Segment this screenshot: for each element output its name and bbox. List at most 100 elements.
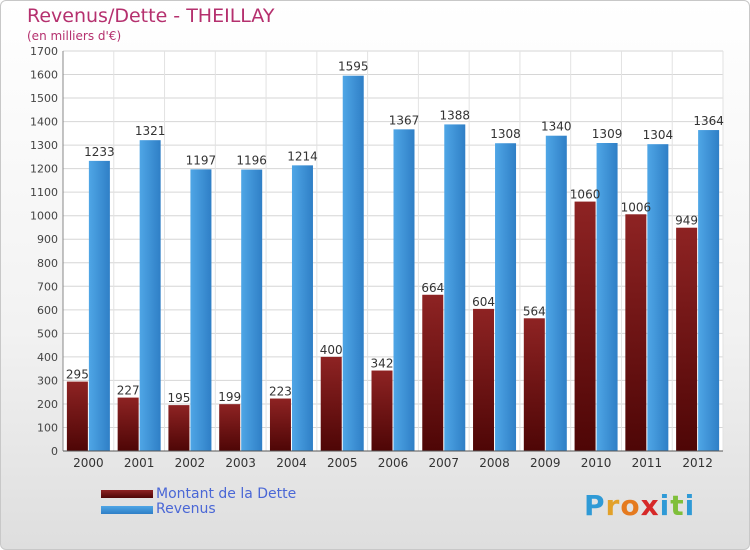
bar-revenue-2008 — [495, 143, 517, 451]
value-label-revenue-2002: 1197 — [186, 153, 217, 167]
value-label-revenue-2011: 1304 — [643, 128, 674, 142]
plot-area — [63, 51, 723, 451]
value-label-revenue-2010: 1309 — [592, 127, 623, 141]
x-tick-label-2005: 2005 — [327, 456, 358, 470]
value-label-debt-2012: 949 — [675, 214, 698, 228]
y-tick-label: 1400 — [30, 116, 58, 129]
value-label-debt-2001: 227 — [117, 384, 140, 398]
chart-subtitle: (en milliers d'€) — [27, 29, 122, 43]
value-labels: 295 1233 227 1321 195 1197 199 1196 223 1214 400 15… — [66, 60, 724, 405]
bar-debt-2011 — [625, 214, 647, 451]
bar-debt-2004 — [269, 398, 291, 451]
bar-debt-2005 — [320, 356, 342, 451]
bar-debt-2008 — [473, 308, 495, 451]
grid — [62, 50, 724, 452]
x-tick-label-2011: 2011 — [632, 456, 663, 470]
value-label-revenue-2012: 1364 — [693, 114, 724, 128]
y-tick-label: 400 — [37, 351, 58, 364]
x-tick-label-2000: 2000 — [73, 456, 104, 470]
y-tick-label: 200 — [37, 398, 58, 411]
x-tick-label-2007: 2007 — [428, 456, 459, 470]
bar-debt-2007 — [422, 294, 444, 451]
logo-letter: i — [659, 489, 671, 522]
value-label-debt-2000: 295 — [66, 368, 89, 382]
legend-swatch-revenue — [101, 506, 153, 514]
proxiti-logo: Proxiti — [584, 489, 695, 522]
value-label-debt-2011: 1006 — [621, 200, 652, 214]
logo-letter: t — [670, 489, 685, 522]
value-label-revenue-2009: 1340 — [541, 120, 572, 134]
x-tick-label-2003: 2003 — [225, 456, 256, 470]
bar-revenue-2009 — [545, 135, 567, 452]
y-tick-label: 1600 — [30, 69, 58, 82]
bar-revenue-2004 — [291, 165, 313, 451]
x-tick-label-2009: 2009 — [530, 456, 561, 470]
logo-letter: i — [684, 489, 696, 522]
x-tick-label-2002: 2002 — [175, 456, 206, 470]
bars — [66, 75, 720, 452]
value-label-revenue-2000: 1233 — [84, 145, 115, 159]
bar-revenue-2003 — [241, 169, 263, 451]
bar-debt-2001 — [117, 397, 139, 451]
x-tick-label-2008: 2008 — [479, 456, 510, 470]
x-tick-label-2001: 2001 — [124, 456, 155, 470]
value-label-debt-2006: 342 — [371, 357, 394, 371]
bar-debt-2002 — [168, 405, 190, 451]
value-label-revenue-2003: 1196 — [236, 154, 267, 168]
y-tick-label: 300 — [37, 374, 58, 387]
value-label-debt-2005: 400 — [320, 343, 343, 357]
value-label-debt-2007: 664 — [421, 281, 444, 295]
x-tick-label-2004: 2004 — [276, 456, 307, 470]
y-tick-label: 700 — [37, 280, 58, 293]
legend-label-revenue: Revenus — [156, 501, 216, 517]
bar-revenue-2012 — [698, 130, 720, 451]
y-tick-label: 100 — [37, 421, 58, 434]
bar-debt-2012 — [676, 227, 698, 451]
bar-revenue-2006 — [393, 129, 415, 451]
value-label-debt-2010: 1060 — [570, 188, 601, 202]
y-tick-label: 1700 — [30, 45, 58, 58]
y-tick-label: 1300 — [30, 139, 58, 152]
bar-debt-2009 — [523, 318, 545, 451]
x-tick-label-2006: 2006 — [378, 456, 409, 470]
bar-revenue-2010 — [596, 143, 618, 451]
logo-letter: P — [584, 489, 606, 522]
value-label-debt-2009: 564 — [523, 304, 546, 318]
legend-swatch-debt — [101, 490, 153, 498]
value-label-revenue-2006: 1367 — [389, 113, 420, 127]
chart-title: Revenus/Dette - THEILLAY — [27, 5, 275, 27]
y-tick-label: 0 — [51, 445, 58, 458]
y-tick-label: 800 — [37, 257, 58, 270]
y-tick-label: 900 — [37, 233, 58, 246]
value-label-revenue-2008: 1308 — [490, 127, 521, 141]
value-label-revenue-2005: 1595 — [338, 60, 369, 74]
bar-revenue-2011 — [647, 144, 669, 452]
bar-revenue-2005 — [342, 75, 364, 452]
bar-revenue-2000 — [88, 160, 110, 451]
bar-revenue-2007 — [444, 124, 466, 451]
bar-debt-2003 — [219, 404, 241, 451]
bar-debt-2006 — [371, 370, 393, 451]
logo-letter: o — [620, 489, 641, 522]
y-tick-label: 500 — [37, 327, 58, 340]
value-label-revenue-2001: 1321 — [135, 124, 166, 138]
value-label-debt-2004: 223 — [269, 385, 292, 399]
y-tick-label: 1500 — [30, 92, 58, 105]
bar-debt-2010 — [574, 201, 596, 451]
logo-letter: r — [605, 489, 621, 522]
x-tick-label-2012: 2012 — [682, 456, 713, 470]
value-label-revenue-2004: 1214 — [287, 149, 318, 163]
value-label-debt-2003: 199 — [218, 390, 241, 404]
value-label-debt-2002: 195 — [167, 391, 190, 405]
bar-debt-2000 — [66, 381, 88, 451]
legend-label-debt: Montant de la Dette — [156, 486, 297, 502]
x-tick-label-2010: 2010 — [581, 456, 612, 470]
bar-revenue-2002 — [190, 169, 212, 451]
value-label-debt-2008: 604 — [472, 295, 495, 309]
axes: 0 100 200 300 400 500 600 700 800 900 1000 1100 1200… — [30, 45, 723, 470]
value-label-revenue-2007: 1388 — [439, 108, 470, 122]
logo-letter: x — [640, 489, 660, 522]
y-tick-label: 600 — [37, 304, 58, 317]
